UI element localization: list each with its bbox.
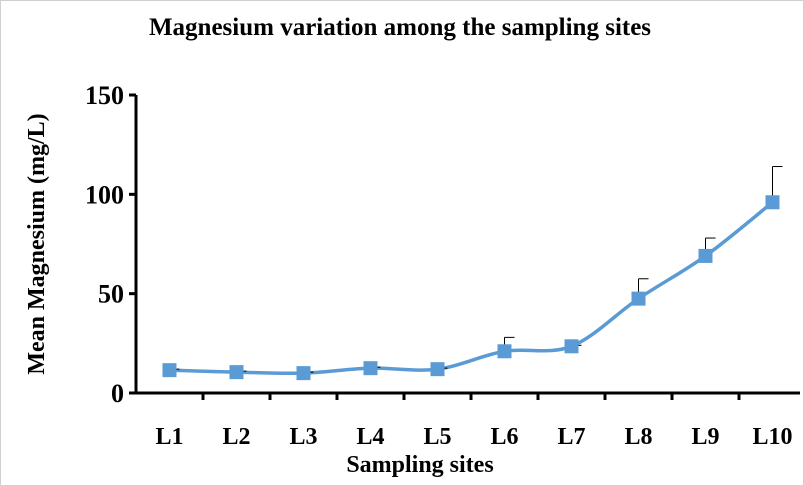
point-marker [497, 344, 512, 359]
line [169, 200, 774, 376]
x-tick-label: L6 [490, 424, 518, 450]
y-tick-label: 150 [85, 81, 124, 110]
y-tick-label: 100 [85, 180, 124, 209]
point-marker [631, 291, 646, 306]
x-tick-label: L3 [289, 424, 317, 450]
point-marker [564, 339, 579, 354]
x-axis-label: Sampling sites [346, 452, 493, 478]
point-marker [430, 362, 445, 377]
x-tick-label: L5 [423, 424, 451, 450]
x-tick-label: L4 [356, 424, 384, 450]
x-tick-label: L8 [624, 424, 652, 450]
x-tick-label: L2 [222, 424, 250, 450]
y-axis-label: Mean Magnesium (mg/L) [24, 113, 50, 374]
x-tick-label: L9 [691, 424, 719, 450]
point-marker [765, 195, 780, 210]
point-marker [698, 248, 713, 263]
y-tick-label: 50 [98, 280, 124, 309]
x-tick-label: L1 [155, 424, 183, 450]
point-marker [162, 363, 177, 378]
point-marker [229, 365, 244, 380]
x-tick-label: L7 [557, 424, 585, 450]
point-marker [296, 366, 311, 381]
chart-title: Magnesium variation among the sampling s… [148, 14, 652, 41]
point-marker [363, 361, 378, 376]
x-tick-label: L10 [752, 424, 792, 450]
y-tick-label: 0 [111, 379, 124, 408]
